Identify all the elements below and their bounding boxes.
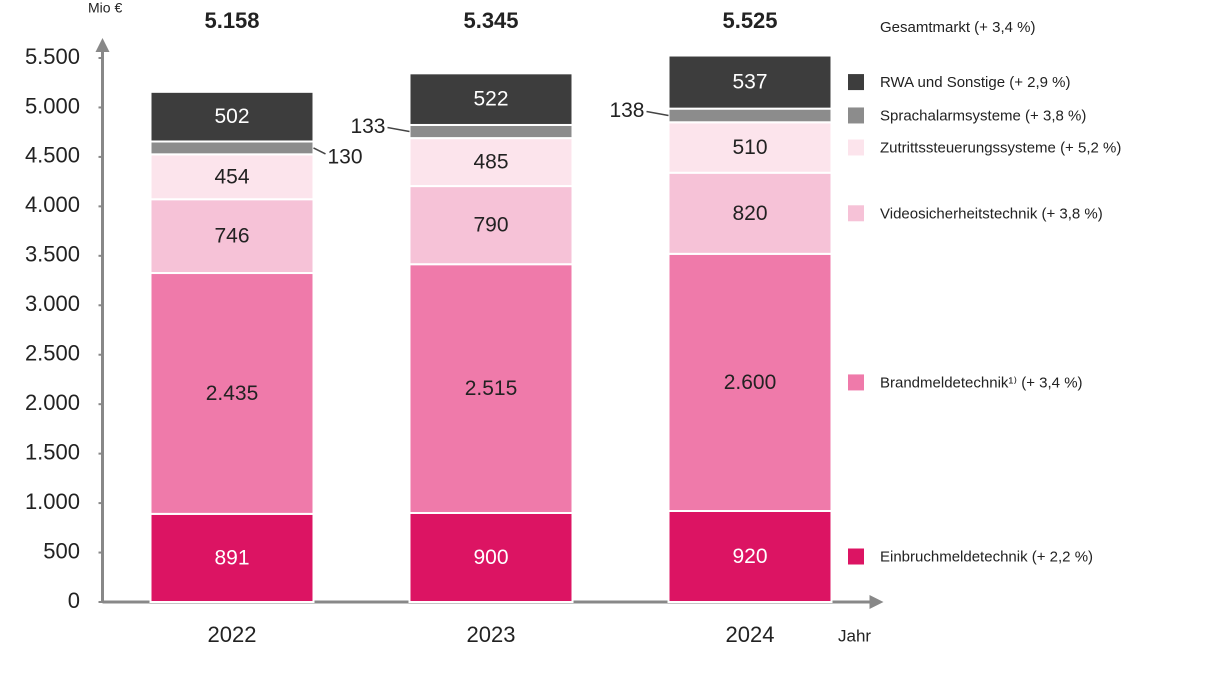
y-tick-label: 4.500	[25, 143, 80, 168]
x-tick-label: 2024	[726, 622, 775, 647]
value-label: 920	[732, 545, 767, 568]
bar-segment	[149, 140, 315, 156]
y-tick-label: 1.500	[25, 439, 80, 464]
x-tick-label: 2023	[467, 622, 516, 647]
legend-swatch	[848, 74, 864, 91]
value-label: 133	[350, 115, 385, 138]
y-tick-label: 0	[68, 588, 80, 613]
value-label: 454	[214, 165, 249, 188]
y-tick-label: 1.000	[25, 489, 80, 514]
y-tick-label: 2.500	[25, 341, 80, 366]
value-label: 130	[328, 145, 363, 168]
value-label: 746	[214, 225, 249, 248]
x-axis-arrow	[869, 595, 884, 609]
bar-segment	[667, 121, 833, 174]
bar-segment	[667, 107, 833, 124]
value-label: 485	[473, 151, 508, 174]
y-tick-label: 3.500	[25, 242, 80, 267]
value-label: 2.435	[206, 382, 259, 405]
legend-swatch	[848, 548, 864, 565]
leader-line	[387, 126, 410, 133]
total-label: 5.525	[722, 8, 777, 33]
legend-label: Zutrittssteuerungssysteme (+ 5,2 %)	[880, 139, 1121, 156]
y-axis-arrow	[95, 38, 110, 52]
y-tick-label: 500	[43, 538, 80, 563]
y-tick-label: 3.000	[25, 291, 80, 316]
legend-label: Sprachalarmsysteme (+ 3,8 %)	[880, 107, 1086, 124]
legend-swatch	[848, 107, 864, 124]
total-label: 5.345	[463, 8, 518, 33]
value-label: 522	[473, 88, 508, 111]
value-label: 2.600	[724, 371, 777, 394]
value-label: 790	[473, 214, 508, 237]
leader-line	[646, 110, 669, 117]
legend-label: Gesamtmarkt (+ 3,4 %)	[880, 19, 1035, 36]
bar-segment	[667, 510, 833, 603]
bar-segment	[408, 263, 574, 514]
value-label: 537	[732, 71, 767, 94]
value-label: 820	[732, 202, 767, 225]
bar-segment	[149, 198, 315, 275]
y-tick-label: 2.000	[25, 390, 80, 415]
bar-segment	[667, 252, 833, 513]
legend-swatch	[848, 374, 864, 391]
value-label: 900	[473, 546, 508, 569]
bar-segment	[149, 272, 315, 515]
legend-label: RWA und Sonstige (+ 2,9 %)	[880, 74, 1071, 91]
bar-segment	[408, 123, 574, 140]
value-label: 138	[609, 99, 644, 122]
value-label: 2.515	[465, 377, 518, 400]
y-unit: Mio €	[88, 0, 122, 16]
bar-segment	[408, 185, 574, 266]
y-tick-label: 5.500	[25, 44, 80, 69]
leader-line	[313, 147, 326, 155]
x-axis-label: Jahr	[838, 626, 871, 645]
bar-segment	[667, 54, 833, 110]
legend-label: Einbruchmeldetechnik (+ 2,2 %)	[880, 548, 1093, 565]
bar-segment	[408, 137, 574, 188]
bar-segment	[149, 512, 315, 604]
bar-segment	[408, 511, 574, 603]
y-tick-label: 4.000	[25, 192, 80, 217]
total-label: 5.158	[204, 8, 259, 33]
value-label: 502	[214, 105, 249, 128]
y-tick-label: 5.000	[25, 93, 80, 118]
bar-segment	[408, 72, 574, 126]
legend-swatch	[848, 139, 864, 156]
bar-segment	[149, 90, 315, 143]
value-label: 510	[732, 136, 767, 159]
legend-label: Videosicherheitstechnik (+ 3,8 %)	[880, 205, 1103, 222]
value-label: 891	[214, 546, 249, 569]
legend-label: Brandmeldetechnik¹⁾ (+ 3,4 %)	[880, 374, 1083, 391]
bar-segment	[149, 153, 315, 201]
bar-segment	[667, 171, 833, 255]
legend-swatch	[848, 205, 864, 222]
x-tick-label: 2022	[208, 622, 257, 647]
